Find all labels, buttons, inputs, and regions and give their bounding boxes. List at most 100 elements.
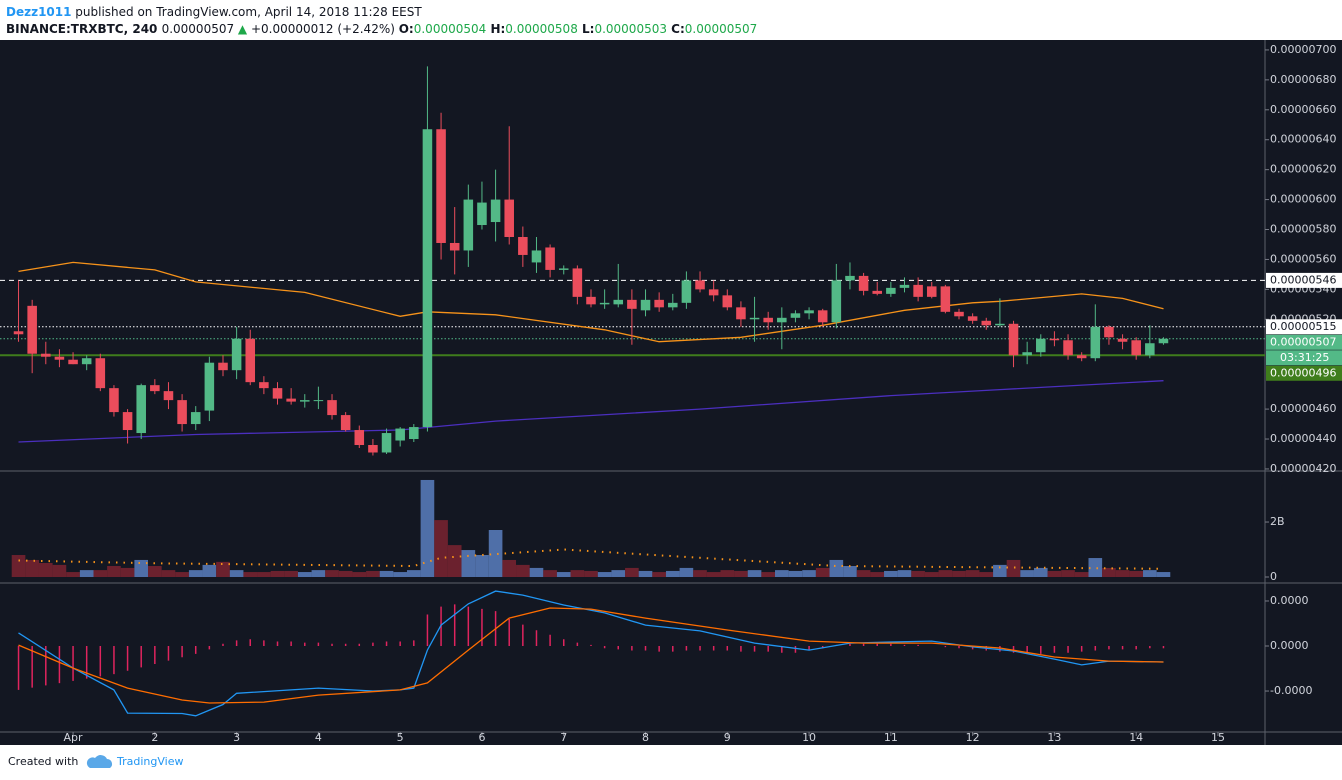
- volume-bar: [788, 570, 803, 577]
- volume-bar: [243, 572, 258, 577]
- volume-bar: [884, 570, 898, 577]
- volume-bar: [625, 567, 639, 577]
- volume-bar: [188, 570, 203, 577]
- candle-body: [954, 311, 964, 317]
- candle-body: [286, 398, 296, 402]
- candle-body: [463, 199, 474, 251]
- volume-bar: [1115, 570, 1130, 577]
- volume-bar: [1129, 570, 1144, 577]
- candle-body: [436, 129, 446, 243]
- candle-body: [708, 289, 719, 296]
- volume-bar: [216, 561, 230, 577]
- volume-bar: [897, 570, 912, 577]
- chart-bg: [0, 40, 1342, 745]
- volume-bar: [979, 572, 994, 577]
- candle-body: [109, 388, 119, 413]
- volume-bar: [161, 570, 176, 577]
- y-tick-label: 0.0000: [1270, 594, 1309, 607]
- candle-body: [1076, 355, 1087, 359]
- price-level-box: [1266, 319, 1342, 335]
- volume-bar: [679, 567, 694, 577]
- candle-body: [54, 356, 65, 360]
- volume-bar: [706, 572, 721, 577]
- candle-body: [1022, 352, 1032, 356]
- candle-body: [409, 427, 419, 440]
- c-value: 0.00000507: [685, 22, 758, 36]
- volume-bar: [325, 570, 339, 577]
- candle-body: [122, 412, 133, 431]
- candle-body: [1145, 343, 1155, 356]
- candle-body: [1063, 340, 1073, 356]
- volume-bar: [79, 570, 94, 577]
- candle-body: [545, 247, 555, 270]
- candle-body: [327, 400, 337, 416]
- volume-bar: [270, 570, 285, 577]
- y-tick-label: 0.00000620: [1270, 163, 1336, 176]
- volume-bar: [1020, 570, 1034, 577]
- volume-bar: [488, 529, 503, 577]
- l-value: 0.00000503: [594, 22, 667, 36]
- l-label: L:: [578, 22, 595, 36]
- footer-brand[interactable]: TradingView: [116, 755, 183, 768]
- volume-bar: [952, 570, 966, 577]
- candle-body: [27, 305, 37, 354]
- candle-body: [150, 385, 160, 392]
- volume-bar: [556, 572, 571, 577]
- author[interactable]: Dezz1011: [6, 5, 71, 19]
- candle-body: [395, 428, 405, 441]
- volume-bar: [775, 570, 789, 577]
- candle-body: [613, 299, 624, 305]
- candle-body: [1117, 338, 1128, 342]
- candle-body: [1104, 326, 1114, 338]
- y-tick-label: 0.00000600: [1270, 193, 1336, 206]
- candle-body: [13, 331, 24, 335]
- h-label: H:: [486, 22, 505, 36]
- candle-body: [668, 302, 678, 308]
- candle-body: [995, 323, 1005, 326]
- price-level-box: [1266, 272, 1342, 288]
- candle-body: [340, 415, 351, 431]
- volume-bar: [502, 559, 517, 577]
- volume-bar: [406, 570, 421, 577]
- candle-body: [177, 400, 187, 425]
- volume-bar: [747, 570, 762, 577]
- candle-body: [831, 280, 842, 323]
- candle-body: [245, 338, 256, 383]
- candle-body: [777, 317, 787, 323]
- volume-bar: [379, 570, 394, 577]
- candle-body: [858, 275, 869, 291]
- candle-body: [218, 362, 228, 371]
- x-tick-label: 8: [642, 731, 649, 744]
- countdown: 03:31:25: [1280, 351, 1329, 364]
- volume-bar: [134, 559, 149, 577]
- volume-bar: [1061, 570, 1075, 577]
- candle-body: [722, 295, 733, 308]
- volume-bar: [693, 570, 707, 577]
- x-tick-label: 2: [151, 731, 158, 744]
- volume-bar: [843, 566, 857, 577]
- volume-bar: [366, 570, 380, 577]
- volume-bar: [447, 545, 462, 577]
- candle-body: [490, 199, 501, 223]
- y-tick-label: 0.00000440: [1270, 432, 1336, 445]
- candle-body: [586, 296, 596, 305]
- volume-bar: [829, 559, 844, 577]
- volume-bar: [1006, 559, 1021, 577]
- candle-body: [845, 275, 855, 281]
- candle-body: [272, 388, 283, 399]
- o-value: 0.00000504: [414, 22, 487, 36]
- candle-body: [231, 338, 242, 371]
- candle-body: [68, 359, 78, 365]
- candle-body: [1090, 326, 1101, 359]
- x-tick-label: Apr: [64, 731, 84, 744]
- candle-body: [749, 317, 760, 320]
- logo[interactable]: [86, 755, 113, 768]
- candle-body: [381, 433, 392, 453]
- volume-bar: [202, 564, 217, 577]
- volume-bar: [175, 572, 189, 577]
- header-bg: [0, 0, 1342, 40]
- o-label: O:: [399, 22, 414, 36]
- candle-body: [981, 320, 992, 326]
